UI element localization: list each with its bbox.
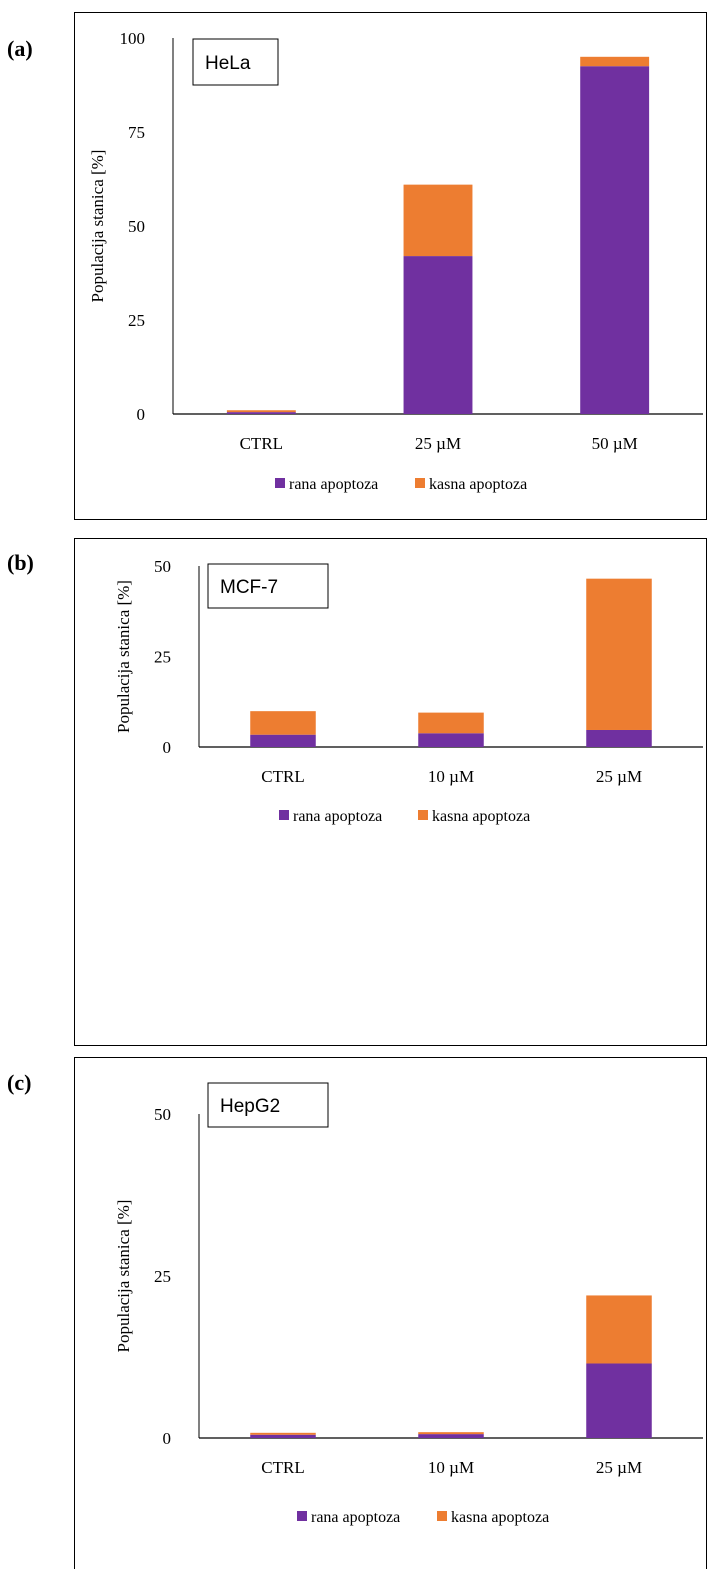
legend-label-kasna: kasna apoptoza bbox=[432, 808, 530, 825]
x-tick-label: 50 µM bbox=[592, 434, 638, 453]
y-tick-label: 50 bbox=[128, 217, 145, 236]
y-tick-label: 25 bbox=[154, 1267, 171, 1286]
legend-label-rana: rana apoptoza bbox=[289, 476, 378, 493]
legend-label-kasna: kasna apoptoza bbox=[451, 1509, 549, 1526]
bar-rana bbox=[250, 734, 316, 747]
chart-hela: 0 25 50 75 100 Populacija stanica [%] CTRL 25 µ… bbox=[88, 29, 703, 493]
bar-kasna bbox=[418, 1432, 484, 1435]
y-tick-label: 25 bbox=[128, 311, 145, 330]
y-tick-label: 0 bbox=[163, 1429, 172, 1448]
panel-c: 0 25 50 Populacija stanica [%] CTRL 10 µM 25 µ… bbox=[74, 1057, 707, 1569]
chart-title: HeLa bbox=[205, 53, 251, 74]
legend-label-rana: rana apoptoza bbox=[311, 1509, 400, 1526]
panel-a: 0 25 50 75 100 Populacija stanica [%] CTRL 25 µ… bbox=[74, 12, 707, 520]
y-tick-label: 0 bbox=[163, 738, 172, 757]
bar-rana bbox=[580, 66, 650, 414]
chart-hepg2: 0 25 50 Populacija stanica [%] CTRL 10 µM 25 µ… bbox=[114, 1082, 703, 1526]
legend-swatch-rana bbox=[279, 810, 289, 820]
legend-swatch-kasna bbox=[418, 810, 428, 820]
legend-swatch-rana bbox=[275, 478, 285, 488]
x-tick-label: 25 µM bbox=[415, 434, 461, 453]
legend-swatch-kasna bbox=[415, 478, 425, 488]
bar-rana bbox=[586, 729, 652, 747]
panel-b: 0 25 50 Populacija stanica [%] CTRL 10 µM 25 µ… bbox=[74, 538, 707, 1046]
bar-kasna bbox=[226, 410, 296, 413]
panel-label-b: (b) bbox=[7, 550, 34, 575]
y-tick-label: 0 bbox=[137, 405, 146, 424]
bar-rana bbox=[226, 412, 296, 414]
y-tick-label: 50 bbox=[154, 557, 171, 576]
cell-line-box bbox=[207, 563, 329, 609]
y-axis-label: Populacija stanica [%] bbox=[114, 1200, 133, 1353]
x-tick-label: 10 µM bbox=[428, 767, 474, 786]
bar-kasna bbox=[586, 578, 652, 730]
chart-title: HepG2 bbox=[220, 1096, 280, 1117]
legend-swatch-kasna bbox=[437, 1511, 447, 1521]
x-tick-label: CTRL bbox=[261, 1458, 304, 1477]
y-axis-label: Populacija stanica [%] bbox=[88, 150, 107, 303]
chart-mcf7: 0 25 50 Populacija stanica [%] CTRL 10 µM 25 µ… bbox=[114, 557, 703, 825]
chart-title: MCF-7 bbox=[220, 577, 278, 598]
bar-rana bbox=[418, 733, 484, 747]
bar-rana bbox=[403, 256, 473, 414]
bar-kasna bbox=[580, 56, 650, 67]
legend-label-rana: rana apoptoza bbox=[293, 808, 382, 825]
bar-rana bbox=[418, 1434, 484, 1438]
x-tick-label: 25 µM bbox=[596, 1458, 642, 1477]
y-tick-label: 100 bbox=[120, 29, 146, 48]
bar-kasna bbox=[418, 712, 484, 734]
panel-label-c: (c) bbox=[7, 1070, 32, 1095]
x-tick-label: CTRL bbox=[240, 434, 283, 453]
legend-swatch-rana bbox=[297, 1511, 307, 1521]
x-tick-label: CTRL bbox=[261, 767, 304, 786]
y-tick-label: 75 bbox=[128, 123, 145, 142]
bar-rana bbox=[586, 1363, 652, 1438]
bar-kasna bbox=[250, 711, 316, 735]
legend-label-kasna: kasna apoptoza bbox=[429, 476, 527, 493]
y-axis-label: Populacija stanica [%] bbox=[114, 580, 133, 733]
cell-line-box bbox=[207, 1082, 329, 1128]
panel-label-a: (a) bbox=[7, 36, 33, 61]
x-tick-label: 25 µM bbox=[596, 767, 642, 786]
bar-kasna bbox=[586, 1295, 652, 1364]
bar-kasna bbox=[403, 184, 473, 257]
cell-line-box bbox=[192, 38, 279, 86]
x-tick-label: 10 µM bbox=[428, 1458, 474, 1477]
y-tick-label: 50 bbox=[154, 1105, 171, 1124]
bar-rana bbox=[250, 1434, 316, 1438]
y-tick-label: 25 bbox=[154, 648, 171, 667]
bar-kasna bbox=[250, 1432, 316, 1435]
